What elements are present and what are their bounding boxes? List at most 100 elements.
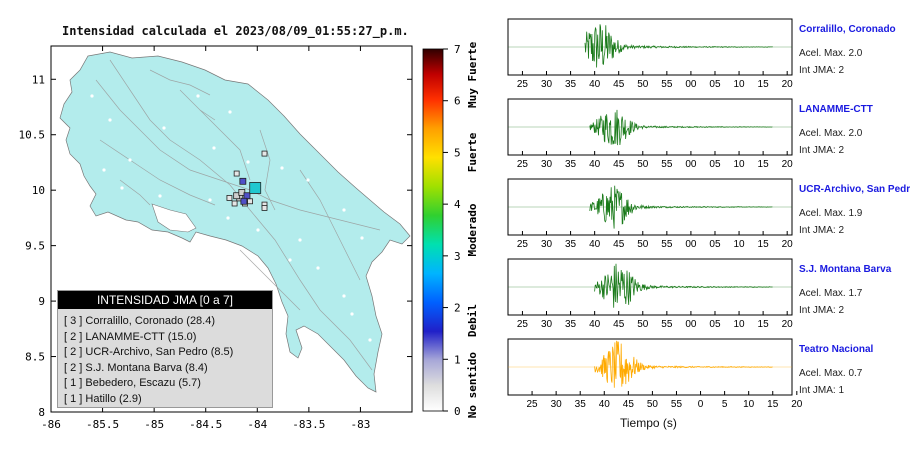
- panel-tick-label: 45: [613, 159, 625, 170]
- panel-tick-label: 40: [589, 319, 601, 330]
- small-stations: [90, 94, 372, 342]
- panel-tick-label: 50: [637, 319, 649, 330]
- seismogram-panel: 25 30 35 40 45 50 55 00 05 10 15 20: [507, 98, 794, 170]
- colorbar-tick-label: 3: [454, 250, 461, 263]
- legend-entry: [ 3 ] Corralillo, Coronado (28.4): [64, 315, 216, 327]
- time-axis-label: Tiempo (s): [620, 416, 677, 430]
- intensity-stations: [226, 150, 268, 211]
- panel-tick-label: 10: [743, 399, 755, 410]
- panel-frame: [507, 98, 793, 156]
- seismogram-panel: 25 30 35 40 45 50 55 00 05 10 15 20: [507, 258, 794, 330]
- panel-tick-label: 25: [517, 319, 529, 330]
- station-max-accel: Acel. Max. 2.0: [799, 48, 863, 59]
- panel-tick-label: 05: [709, 319, 721, 330]
- map-ytick-label: 8.5: [25, 351, 45, 364]
- station-marker: [233, 170, 240, 177]
- colorbar-ticks: 0 1 2 3 4 5 6 7: [443, 43, 461, 418]
- station-jma-intensity: Int JMA: 1: [799, 385, 845, 396]
- station-marker: [243, 192, 251, 200]
- panel-tick-label: 10: [733, 239, 745, 250]
- station-marker: [261, 150, 268, 157]
- panel-frame: [507, 178, 793, 236]
- panel-tick-label: 40: [589, 239, 601, 250]
- panel-tick-label: 50: [637, 159, 649, 170]
- panel-frame: [507, 338, 793, 396]
- panel-tick-label: 00: [685, 159, 697, 170]
- panel-tick-label: 15: [758, 319, 770, 330]
- panel-tick-label: 50: [637, 79, 649, 90]
- panel-tick-label: 45: [613, 319, 625, 330]
- panel-tick-label: 20: [791, 399, 803, 410]
- panel-tick-label: 35: [565, 319, 577, 330]
- colorbar-band-label: Debil: [466, 304, 479, 337]
- waveform: [589, 109, 773, 146]
- panel-tick-label: 55: [671, 399, 683, 410]
- intensity-legend: INTENSIDAD JMA [0 a 7] [ 3 ] Corralillo,…: [57, 290, 273, 408]
- panel-tick-label: 20: [782, 79, 794, 90]
- panel-tick-label: 25: [527, 399, 539, 410]
- colorbar-tick-label: 6: [454, 95, 461, 108]
- station-marker: [261, 205, 268, 211]
- map-xtick-label: -83: [350, 418, 370, 431]
- station-marker: [239, 177, 247, 185]
- panel-tick-label: 35: [565, 79, 577, 90]
- station-jma-intensity: Int JMA: 2: [799, 65, 845, 76]
- colorbar-gradient: [422, 48, 444, 412]
- colorbar-band-label: Moderado: [466, 203, 479, 256]
- colorbar-tick-label: 0: [454, 405, 461, 418]
- panel-tick-label: 15: [758, 239, 770, 250]
- panel-tick-label: 55: [661, 319, 673, 330]
- station-marker: [226, 195, 233, 201]
- colorbar-band-label: No sentido: [466, 352, 479, 419]
- map-ytick-label: 10: [32, 184, 45, 197]
- panel-tick-label: 50: [647, 399, 659, 410]
- panel-tick-label: 35: [565, 239, 577, 250]
- map-ytick-label: 8: [38, 406, 45, 419]
- station-jma-intensity: Int JMA: 2: [799, 305, 845, 316]
- waveform: [594, 263, 773, 308]
- station-max-accel: Acel. Max. 1.7: [799, 288, 863, 299]
- nicoya-gulf-water: [151, 203, 197, 233]
- legend-entry: [ 2 ] UCR-Archivo, San Pedro (8.5): [64, 346, 234, 358]
- panel-tick-label: 10: [733, 79, 745, 90]
- panel-tick-label: 30: [541, 159, 553, 170]
- panel-tick-label: 55: [661, 79, 673, 90]
- waveform: [594, 340, 773, 388]
- map-xtick-label: -84: [247, 418, 267, 431]
- station-jma-intensity: Int JMA: 2: [799, 145, 845, 156]
- waveform: [584, 24, 773, 68]
- colorbar-band-label: Fuerte: [466, 132, 479, 172]
- panel-tick-label: 50: [637, 239, 649, 250]
- panel-tick-label: 30: [551, 399, 563, 410]
- station-marker: [240, 197, 248, 205]
- map-title: Intensidad calculada el 2023/08/09_01:55…: [62, 24, 409, 38]
- station-name: Teatro Nacional: [799, 344, 874, 355]
- panel-tick-label: 20: [782, 319, 794, 330]
- panel-tick-label: 00: [685, 79, 697, 90]
- station-marker: [249, 182, 262, 194]
- panel-tick-label: 25: [517, 159, 529, 170]
- map-xtick-label: -86: [41, 418, 61, 431]
- colorbar-tick-label: 7: [454, 43, 461, 56]
- station-jma-intensity: Int JMA: 2: [799, 225, 845, 236]
- colorbar-tick-label: 4: [454, 198, 461, 211]
- panel-tick-label: 25: [517, 79, 529, 90]
- panel-tick-label: 20: [782, 159, 794, 170]
- colorbar-tick-label: 2: [454, 302, 461, 315]
- map-axes: -86 -85.5 -85 -84.5 -84 -83.5 -83 8 8.5 9 9.5 10 10.…: [19, 46, 412, 431]
- panel-tick-label: 55: [661, 159, 673, 170]
- map-ytick-label: 9.5: [25, 240, 45, 253]
- waveform: [589, 185, 773, 229]
- map-ytick-label: 9: [38, 295, 45, 308]
- panel-tick-label: 30: [541, 319, 553, 330]
- station-marker: [247, 198, 253, 205]
- panel-frame: [507, 18, 793, 76]
- legend-entry: [ 1 ] Bebedero, Escazu (5.7): [64, 377, 201, 389]
- map-ytick-label: 10.5: [19, 129, 46, 142]
- seismogram-panel: 25 30 35 40 45 50 55 0 5 10 15 20: [507, 338, 803, 410]
- station-name: LANAMME-CTT: [799, 104, 873, 115]
- station-max-accel: Acel. Max. 0.7: [799, 368, 863, 379]
- panel-tick-label: 40: [589, 159, 601, 170]
- station-name: UCR-Archivo, San Pedro: [799, 184, 910, 195]
- map-ytick-label: 11: [32, 73, 45, 86]
